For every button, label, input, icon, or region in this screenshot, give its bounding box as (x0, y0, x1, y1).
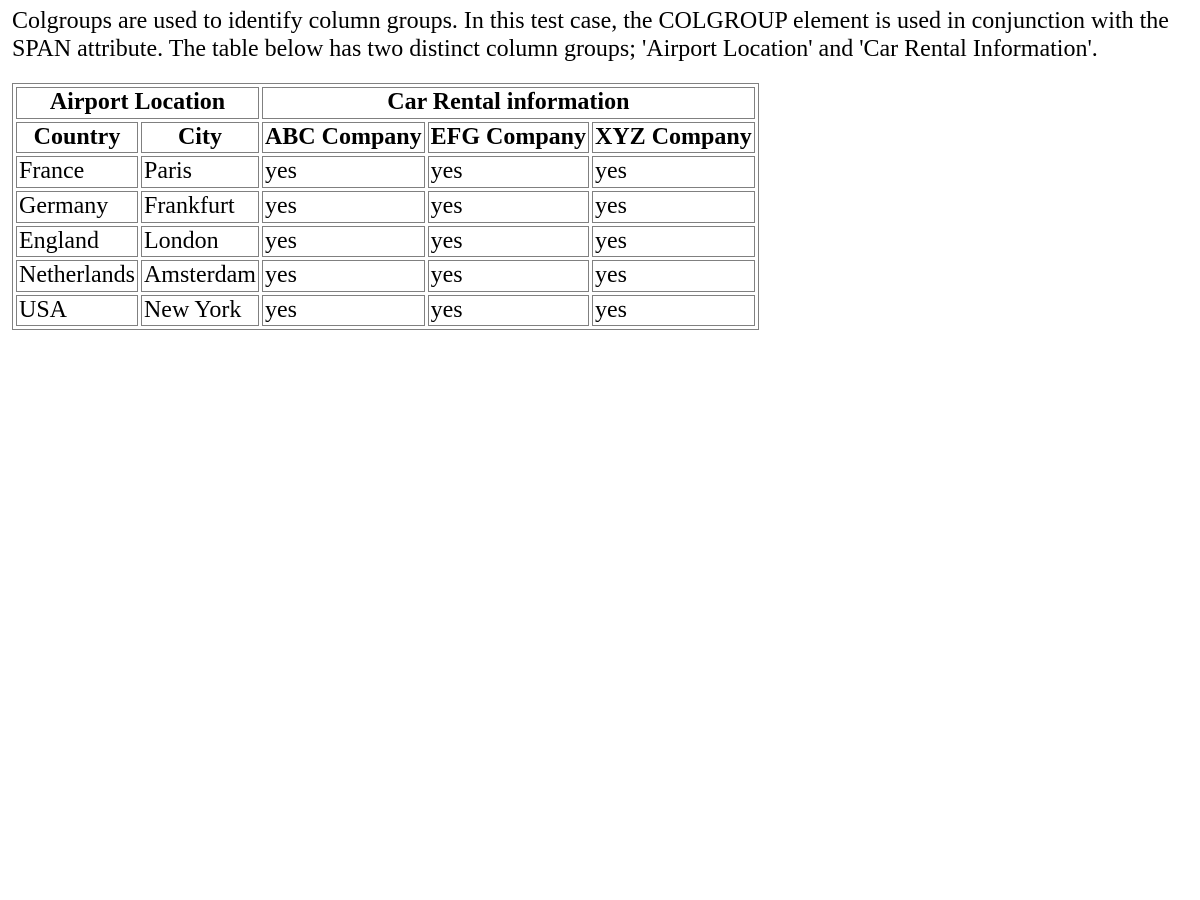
cell-abc-company: yes (261, 190, 425, 223)
cell-efg-company: yes (427, 190, 590, 223)
cell-abc-company: yes (261, 156, 425, 188)
group-header-car-rental: Car Rental information (261, 87, 755, 119)
cell-city: Amsterdam (140, 260, 259, 292)
table-row: France Paris yes yes yes (16, 156, 755, 188)
column-header-city: City (140, 121, 259, 154)
cell-xyz-company: yes (592, 260, 755, 292)
cell-efg-company: yes (427, 294, 590, 327)
cell-abc-company: yes (261, 294, 425, 327)
cell-xyz-company: yes (592, 225, 755, 258)
cell-city: Frankfurt (140, 190, 259, 223)
table-row: Germany Frankfurt yes yes yes (16, 190, 755, 223)
column-header-country: Country (16, 121, 138, 154)
car-rental-table: Airport Location Car Rental information … (12, 83, 759, 331)
group-header-row: Airport Location Car Rental information (16, 87, 755, 119)
cell-abc-company: yes (261, 260, 425, 292)
column-header-xyz-company: XYZ Company (592, 121, 755, 154)
column-header-abc-company: ABC Company (261, 121, 425, 154)
cell-city: London (140, 225, 259, 258)
cell-xyz-company: yes (592, 190, 755, 223)
cell-city: Paris (140, 156, 259, 188)
cell-efg-company: yes (427, 156, 590, 188)
cell-country: Netherlands (16, 260, 138, 292)
cell-city: New York (140, 294, 259, 327)
page: Colgroups are used to identify column gr… (0, 0, 1200, 338)
cell-country: Germany (16, 190, 138, 223)
group-header-airport-location: Airport Location (16, 87, 259, 119)
cell-efg-company: yes (427, 225, 590, 258)
table-row: England London yes yes yes (16, 225, 755, 258)
cell-xyz-company: yes (592, 294, 755, 327)
table-row: USA New York yes yes yes (16, 294, 755, 327)
cell-country: England (16, 225, 138, 258)
table-row: Netherlands Amsterdam yes yes yes (16, 260, 755, 292)
column-header-efg-company: EFG Company (427, 121, 590, 154)
cell-country: France (16, 156, 138, 188)
column-header-row: Country City ABC Company EFG Company XYZ… (16, 121, 755, 154)
intro-paragraph: Colgroups are used to identify column gr… (12, 8, 1169, 62)
cell-xyz-company: yes (592, 156, 755, 188)
cell-efg-company: yes (427, 260, 590, 292)
cell-country: USA (16, 294, 138, 327)
cell-abc-company: yes (261, 225, 425, 258)
